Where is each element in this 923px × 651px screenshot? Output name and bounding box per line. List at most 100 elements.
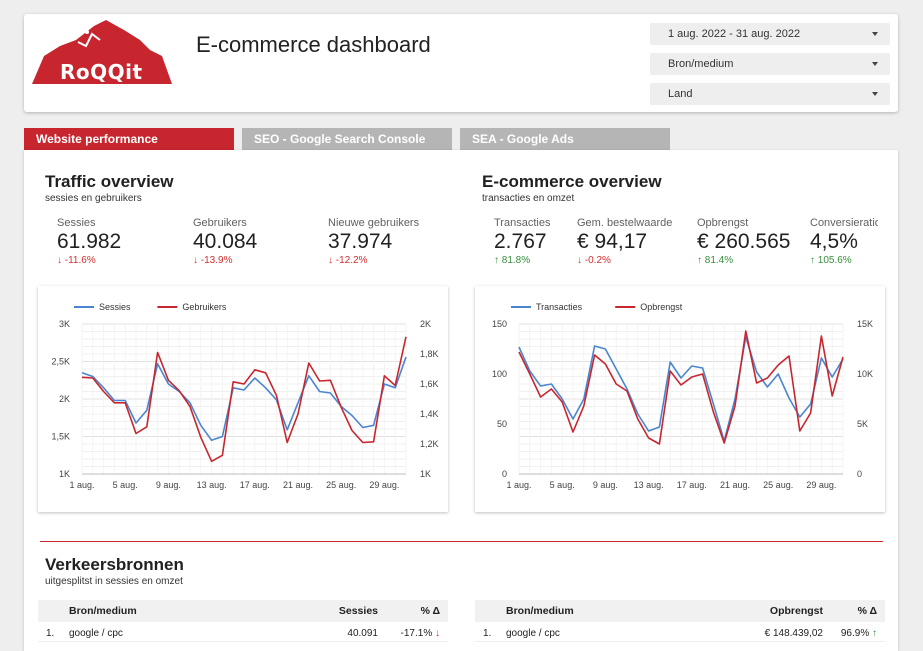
arrow-down-icon: ↓ (435, 628, 440, 639)
kpi-new-users: Nieuwe gebruikers 37.974 ↓ -12.2% (328, 217, 419, 266)
kpi-delta: ↓ -13.9% (193, 255, 257, 266)
kpi-delta: ↑ 105.6% (810, 255, 878, 266)
x-tick-label: 17 aug. (240, 480, 270, 490)
row-index: 1. (46, 628, 55, 639)
x-tick-label: 29 aug. (806, 480, 836, 490)
x-tick-label: 17 aug. (677, 480, 707, 490)
source-medium-value: Bron/medium (668, 58, 734, 70)
caret-down-icon (872, 62, 878, 66)
arrow-down-icon: ↓ (328, 255, 333, 266)
kpi-delta-value: -13.9% (200, 255, 233, 266)
series-line-transacties[interactable] (518, 336, 844, 442)
kpi-transactions: Transacties 2.767 ↑ 81.8% (494, 217, 550, 266)
legend-entry[interactable]: Transacties (536, 302, 583, 312)
arrow-down-icon: ↓ (57, 255, 62, 266)
series-line-sessies[interactable] (81, 356, 407, 442)
legend-entry[interactable]: Gebruikers (182, 302, 227, 312)
kpi-revenue: Opbrengst € 260.565 ↑ 81.4% (697, 217, 790, 266)
kpi-label: Opbrengst (697, 217, 749, 229)
y-tick-label-right: 1K (420, 469, 431, 479)
kpi-label: Conversieratio (810, 217, 878, 229)
kpi-value: € 260.565 (697, 230, 791, 253)
y-tick-label-right: 2K (420, 319, 431, 329)
x-tick-label: 1 aug. (69, 480, 94, 490)
column-header-revenue[interactable]: Opbrengst (769, 605, 823, 617)
section-divider (40, 541, 883, 542)
kpi-label: Sessies (57, 217, 96, 229)
y-tick-label-right: 5K (857, 419, 868, 429)
column-header-delta[interactable]: % Δ (857, 605, 877, 617)
arrow-down-icon: ↓ (577, 255, 582, 266)
ecommerce-chart-card: 150 100 50 0 15K 10K 5K 0 1 aug. 5 aug. 9 aug. 13 a… (475, 286, 885, 512)
kpi-delta-value: 81.8% (501, 255, 531, 266)
table-row[interactable]: 1. google / cpc 40.091 -17.1% ↓ (38, 622, 448, 642)
column-header-source[interactable]: Bron/medium (506, 605, 574, 617)
y-tick-label-right: 15K (857, 319, 873, 329)
arrow-up-icon: ↑ (697, 255, 702, 266)
page-title: E-commerce dashboard (196, 32, 431, 57)
column-header-sessions[interactable]: Sessies (338, 605, 378, 617)
traffic-title: Traffic overview (45, 172, 174, 191)
kpi-delta: ↓ -11.6% (57, 255, 121, 266)
kpi-delta: ↑ 81.8% (494, 255, 550, 266)
kpi-value: 4,5% (810, 230, 858, 253)
row-delta-value: 96.9% (840, 628, 870, 639)
series-line-opbrengst[interactable] (518, 330, 844, 445)
kpi-label: Nieuwe gebruikers (328, 217, 420, 229)
x-tick-label: 21 aug. (720, 480, 750, 490)
kpi-value: 37.974 (328, 230, 393, 253)
kpi-users: Gebruikers 40.084 ↓ -13.9% (193, 217, 257, 266)
x-tick-label: 5 aug. (113, 480, 138, 490)
traffic-subtitle: sessies en gebruikers (45, 193, 142, 204)
kpi-label: Gebruikers (193, 217, 247, 229)
traffic-chart-card: 3K 2,5K 2K 1,5K 1K 2K 1,8K 1,6K 1,4K 1,2K 1K 1 aug.… (38, 286, 448, 512)
y-tick-label-right: 1,2K (420, 439, 439, 449)
kpi-delta-value: 81.4% (704, 255, 734, 266)
row-index: 1. (483, 628, 492, 639)
country-filter[interactable]: Land (650, 83, 890, 105)
table-row[interactable]: 1. google / cpc € 148.439,02 96.9% ↑ (475, 622, 885, 642)
kpi-delta-value: -0.2% (584, 255, 611, 266)
date-range-filter[interactable]: 1 aug. 2022 - 31 aug. 2022 (650, 23, 890, 45)
row-source: google / cpc (69, 628, 123, 639)
y-tick-label-left: 2,5K (51, 357, 70, 367)
main-panel: Traffic overview sessies en gebruikers S… (24, 150, 898, 651)
arrow-up-icon: ↑ (810, 255, 815, 266)
table-header: Bron/medium Sessies % Δ (38, 600, 448, 622)
y-tick-label-right: 1,4K (420, 409, 439, 419)
ecommerce-title: E-commerce overview (482, 172, 662, 191)
column-header-source[interactable]: Bron/medium (69, 605, 137, 617)
kpi-conversion-rate: Conversieratio 4,5% ↑ 105.6% (810, 217, 878, 266)
y-tick-label-left: 0 (502, 469, 507, 479)
roqqit-logo: RoQQit (30, 20, 172, 84)
sessions-by-source-table: Bron/medium Sessies % Δ 1. google / cpc … (38, 600, 448, 642)
tab-seo[interactable]: SEO - Google Search Console (242, 128, 452, 150)
caret-down-icon (872, 92, 878, 96)
legend-entry[interactable]: Sessies (99, 302, 131, 312)
x-tick-label: 25 aug. (763, 480, 793, 490)
x-tick-label: 13 aug. (197, 480, 227, 490)
x-tick-label: 25 aug. (326, 480, 356, 490)
row-delta: -17.1% ↓ (401, 628, 440, 639)
y-tick-label-left: 50 (497, 419, 507, 429)
row-source: google / cpc (506, 628, 560, 639)
kpi-value: 40.084 (193, 230, 258, 253)
tab-website-performance[interactable]: Website performance (24, 128, 234, 150)
kpi-delta-value: -11.6% (64, 255, 96, 266)
x-tick-label: 29 aug. (369, 480, 399, 490)
x-tick-label: 9 aug. (593, 480, 618, 490)
date-range-value: 1 aug. 2022 - 31 aug. 2022 (668, 28, 801, 40)
legend-entry[interactable]: Opbrengst (640, 302, 683, 312)
kpi-label: Gem. bestelwaarde (577, 217, 673, 229)
series-line-gebruikers[interactable] (81, 336, 407, 463)
column-header-delta[interactable]: % Δ (420, 605, 440, 617)
ecommerce-subtitle: transacties en omzet (482, 193, 575, 204)
source-medium-filter[interactable]: Bron/medium (650, 53, 890, 75)
y-tick-label-left: 1,5K (51, 432, 70, 442)
row-delta: 96.9% ↑ (841, 628, 877, 639)
tab-sea[interactable]: SEA - Google Ads (460, 128, 670, 150)
y-tick-label-right: 0 (857, 469, 862, 479)
row-delta-value: -17.1% (400, 628, 433, 639)
